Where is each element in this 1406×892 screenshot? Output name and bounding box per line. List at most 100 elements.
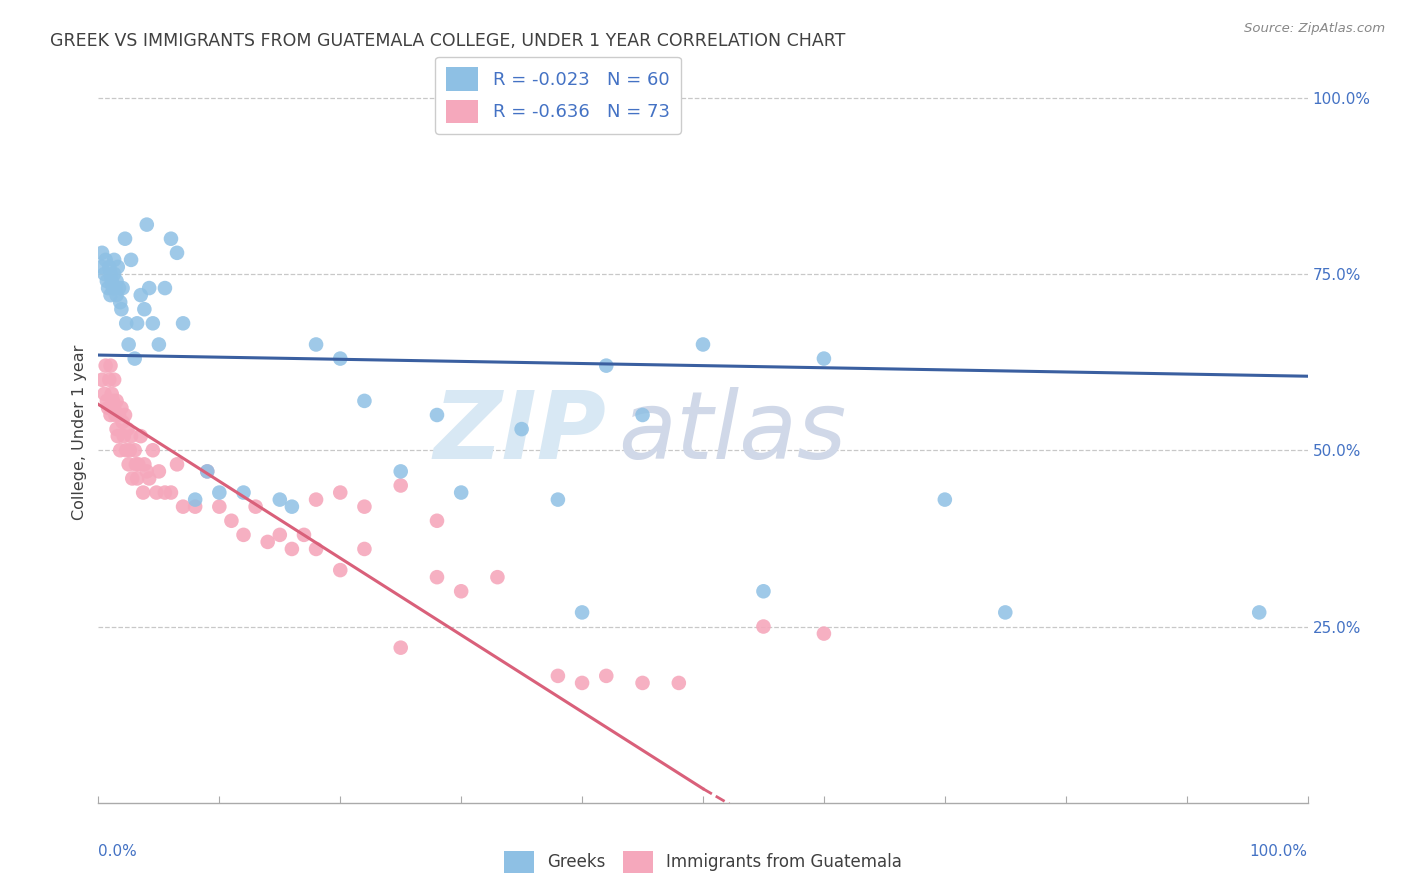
Point (111, 415, 134, 429)
Point (105, 288, 128, 302)
Point (97, 281, 120, 295)
Point (631, 408, 654, 422)
Point (124, 443, 146, 458)
Point (166, 245, 188, 260)
Point (595, 359, 617, 373)
Point (134, 302, 156, 317)
Y-axis label: College, Under 1 year: College, Under 1 year (72, 345, 87, 520)
Point (100, 274, 122, 288)
Point (329, 351, 352, 366)
Point (100, 359, 122, 373)
Point (208, 500, 231, 514)
Point (96, 393, 118, 408)
Point (934, 492, 956, 507)
Point (100, 408, 122, 422)
Point (91, 245, 114, 260)
Point (389, 478, 412, 492)
Point (994, 606, 1017, 620)
Point (101, 281, 124, 295)
Point (138, 281, 160, 295)
Point (114, 232, 136, 246)
Point (195, 464, 218, 478)
Point (127, 458, 149, 472)
Point (389, 640, 412, 655)
Point (547, 669, 569, 683)
Point (595, 669, 617, 683)
Point (93, 267, 115, 281)
Point (91, 373, 114, 387)
Point (120, 429, 142, 443)
Point (96, 274, 118, 288)
Point (571, 606, 593, 620)
Point (107, 429, 129, 443)
Text: GREEK VS IMMIGRANTS FROM GUATEMALA COLLEGE, UNDER 1 YEAR CORRELATION CHART: GREEK VS IMMIGRANTS FROM GUATEMALA COLLE… (51, 32, 845, 50)
Point (111, 281, 134, 295)
Point (571, 676, 593, 690)
Point (129, 429, 152, 443)
Point (450, 584, 472, 599)
Point (142, 443, 165, 458)
Point (105, 422, 128, 436)
Point (104, 281, 127, 295)
Text: ZIP: ZIP (433, 386, 606, 479)
Point (138, 471, 160, 485)
Point (269, 528, 291, 542)
Point (232, 528, 254, 542)
Point (121, 471, 143, 485)
Point (195, 464, 218, 478)
Point (104, 408, 127, 422)
Point (813, 351, 835, 366)
Point (100, 387, 122, 401)
Point (110, 302, 132, 317)
Point (426, 570, 449, 584)
Point (148, 337, 170, 351)
Point (110, 401, 132, 415)
Point (94, 359, 117, 373)
Point (94, 252, 117, 267)
Point (305, 492, 328, 507)
Point (103, 373, 125, 387)
Point (105, 274, 128, 288)
Point (426, 408, 449, 422)
Point (160, 485, 183, 500)
Point (127, 316, 149, 330)
Point (353, 393, 375, 408)
Point (98, 260, 121, 274)
Point (148, 464, 170, 478)
Legend: Greeks, Immigrants from Guatemala: Greeks, Immigrants from Guatemala (498, 845, 908, 880)
Point (1249, 606, 1271, 620)
Point (631, 676, 654, 690)
Text: atlas: atlas (619, 387, 846, 478)
Point (114, 408, 136, 422)
Point (118, 458, 141, 472)
Point (752, 584, 775, 599)
Legend: R = -0.023   N = 60, R = -0.636   N = 73: R = -0.023 N = 60, R = -0.636 N = 73 (434, 57, 681, 134)
Point (329, 485, 352, 500)
Point (100, 288, 122, 302)
Point (134, 458, 156, 472)
Point (108, 295, 131, 310)
Point (305, 541, 328, 556)
Point (103, 267, 125, 281)
Point (184, 500, 207, 514)
Point (329, 563, 352, 577)
Point (184, 492, 207, 507)
Point (752, 619, 775, 633)
Point (103, 252, 125, 267)
Point (129, 288, 152, 302)
Point (160, 232, 183, 246)
Point (108, 281, 131, 295)
Point (145, 485, 167, 500)
Point (510, 422, 533, 436)
Point (118, 443, 141, 458)
Point (813, 626, 835, 640)
Point (166, 458, 188, 472)
Point (221, 514, 243, 528)
Point (256, 535, 278, 549)
Point (292, 528, 315, 542)
Point (208, 485, 231, 500)
Point (91, 260, 114, 274)
Point (450, 485, 472, 500)
Point (153, 485, 176, 500)
Point (547, 492, 569, 507)
